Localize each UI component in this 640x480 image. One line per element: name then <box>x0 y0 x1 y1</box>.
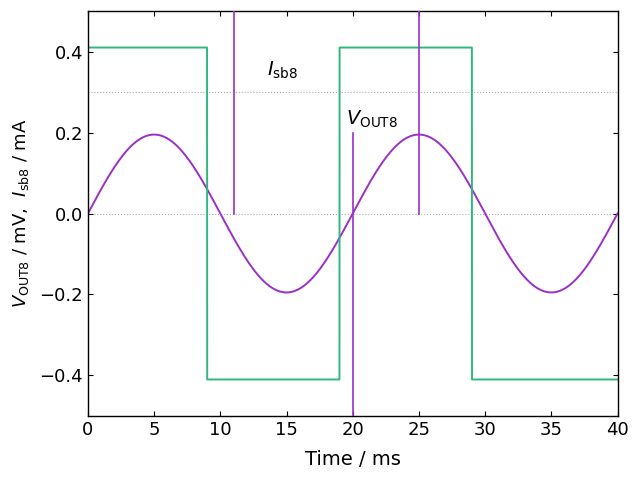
Text: $\mathit{I}_\mathrm{sb8}$: $\mathit{I}_\mathrm{sb8}$ <box>267 60 298 81</box>
Text: $V_\mathrm{OUT8}$: $V_\mathrm{OUT8}$ <box>346 108 398 130</box>
X-axis label: Time / ms: Time / ms <box>305 450 401 469</box>
Y-axis label: $V_\mathrm{OUT8}$ / mV,  $I_\mathrm{sb8}$ / mA: $V_\mathrm{OUT8}$ / mV, $I_\mathrm{sb8}$… <box>11 119 31 308</box>
